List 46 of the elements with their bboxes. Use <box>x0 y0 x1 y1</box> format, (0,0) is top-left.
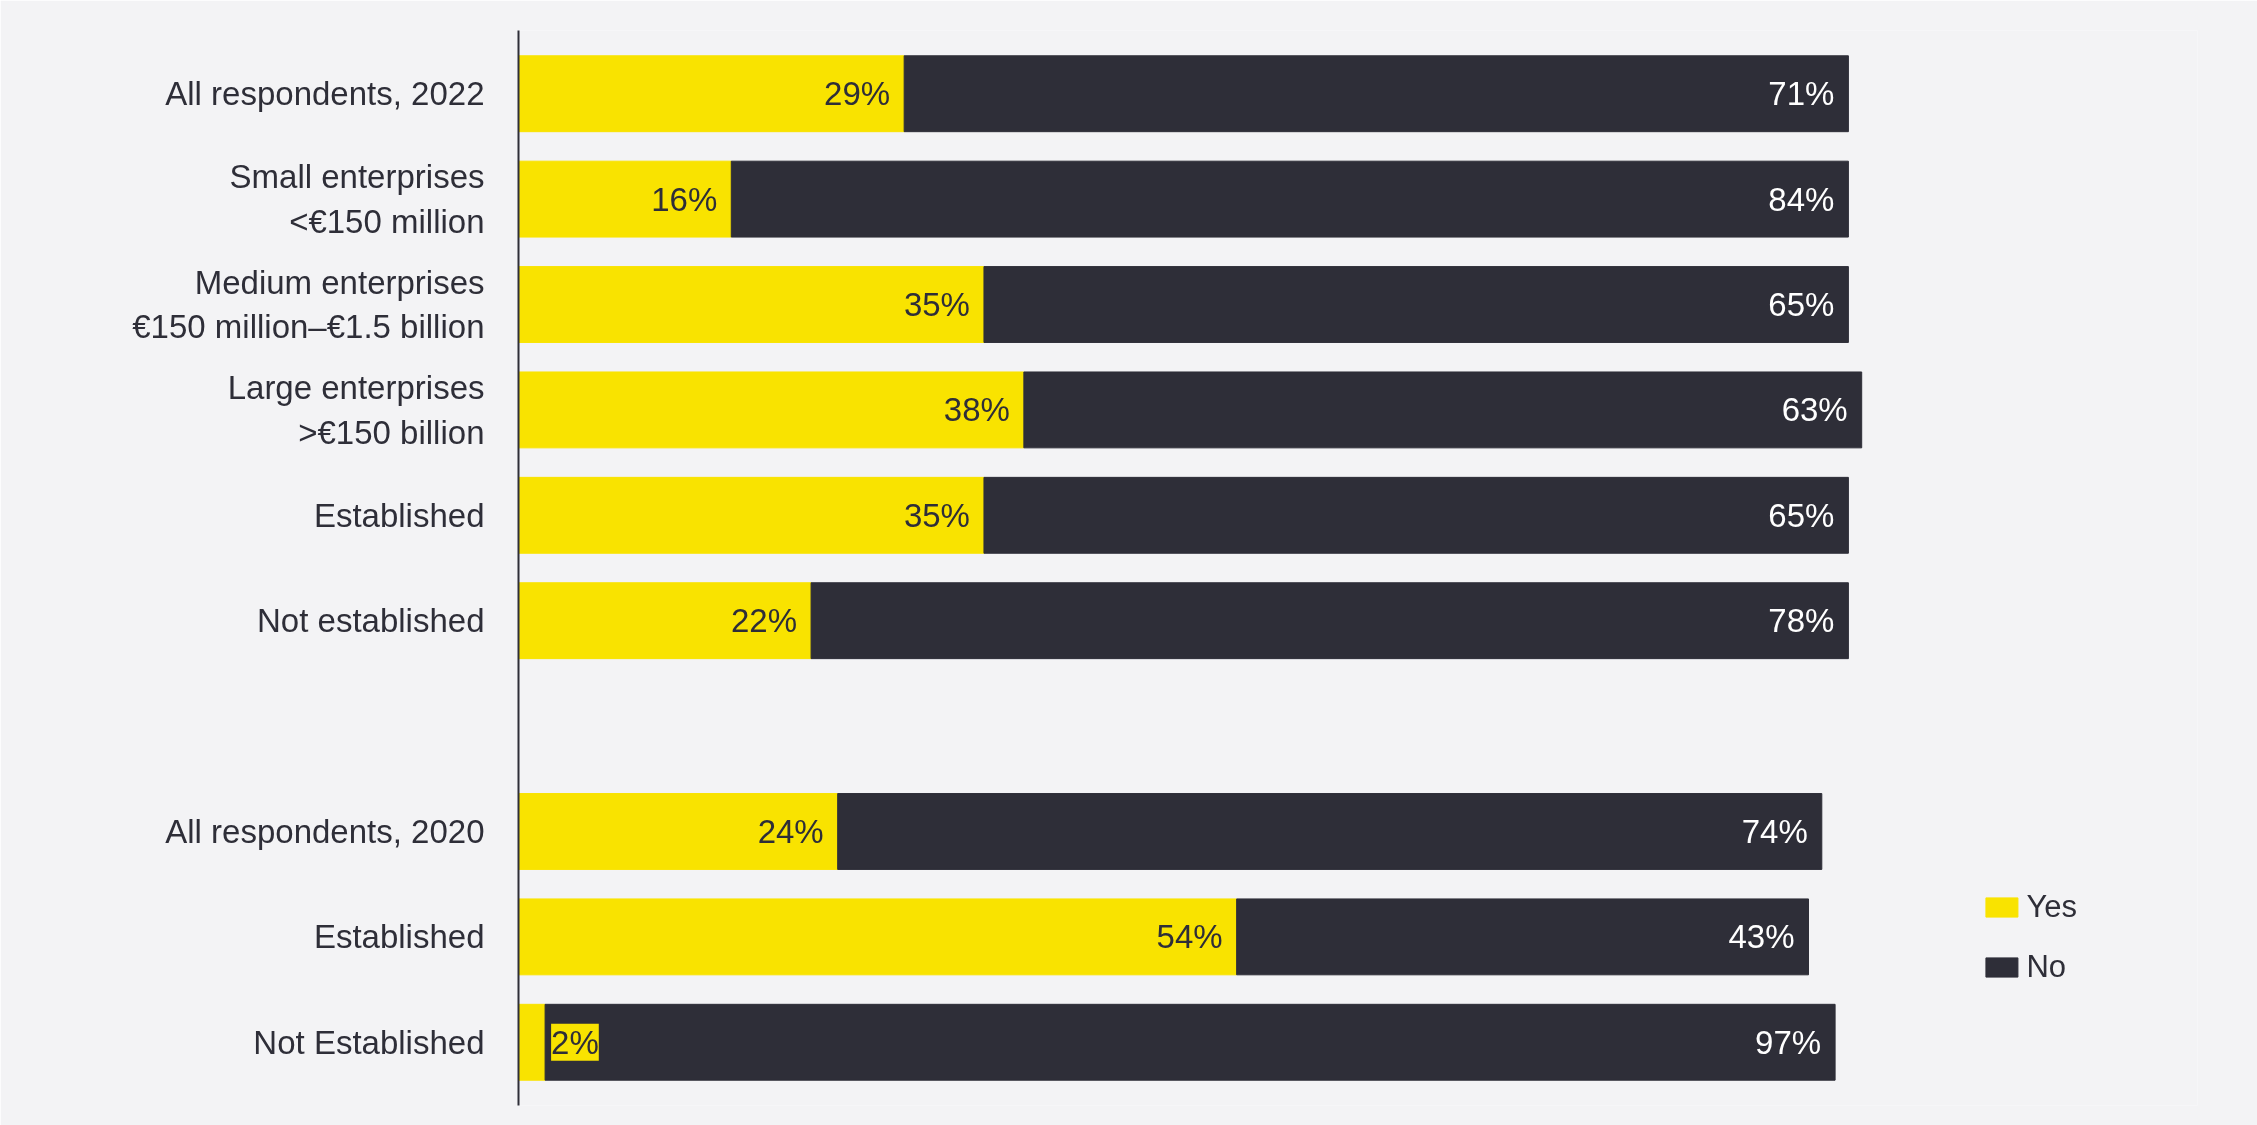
y-tick-label: Not Established <box>253 1023 485 1061</box>
data-label: 35% <box>903 496 970 534</box>
y-tick-label: All respondents, 2020 <box>165 812 485 850</box>
data-label: 38% <box>943 391 1010 429</box>
legend-label: No <box>2026 949 2067 985</box>
bar <box>810 582 1849 660</box>
bar <box>983 476 1849 554</box>
data-label: 97% <box>1755 1023 1822 1061</box>
y-tick-label: All respondents, 2022 <box>165 75 485 113</box>
bar <box>730 160 1849 238</box>
bar <box>903 55 1849 133</box>
bar <box>544 1003 1836 1081</box>
legend-label: Yes <box>2026 889 2077 925</box>
bar <box>518 160 732 238</box>
data-label: 43% <box>1728 918 1795 956</box>
data-label: 84% <box>1768 180 1835 218</box>
data-label: 29% <box>824 75 891 113</box>
bar <box>1236 898 1809 976</box>
y-tick-label: Small enterprises <€150 million <box>229 158 485 240</box>
data-label: 35% <box>903 286 970 324</box>
bar <box>518 582 812 660</box>
y-tick-label: Medium enterprises €150 million–€1.5 billion <box>132 263 485 346</box>
bar <box>518 371 1025 449</box>
bar <box>518 476 985 554</box>
y-tick-label: Established <box>313 496 485 534</box>
data-label: 54% <box>1156 918 1223 956</box>
y-tick-label: Not established <box>257 602 485 640</box>
bar <box>518 898 1238 976</box>
bar <box>983 266 1849 343</box>
bar <box>837 793 1823 870</box>
data-label: 16% <box>651 180 718 218</box>
data-label: 78% <box>1768 602 1835 640</box>
y-tick-label: Established <box>313 918 485 956</box>
bar <box>518 266 985 343</box>
bar <box>518 793 839 870</box>
bar <box>518 55 905 133</box>
y-tick-label: Large enterprises >€150 billion <box>227 369 485 451</box>
bar <box>1023 371 1863 449</box>
data-label: 63% <box>1781 391 1848 429</box>
data-label: 65% <box>1768 286 1835 324</box>
data-label: 2% <box>551 1023 599 1061</box>
data-label: 22% <box>731 602 798 640</box>
data-label: 71% <box>1768 75 1835 113</box>
data-label: 24% <box>757 812 824 850</box>
data-label: 74% <box>1741 812 1808 850</box>
data-label: 65% <box>1768 496 1835 534</box>
